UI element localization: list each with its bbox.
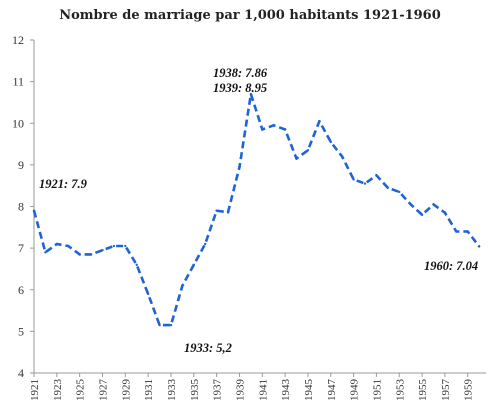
data-point: [44, 251, 47, 254]
chart-title: Nombre de marriage par 1,000 habitants 1…: [59, 8, 441, 23]
data-point: [443, 211, 447, 214]
x-tick-label: 1957: [440, 379, 452, 402]
data-point: [67, 244, 70, 248]
annotation-label: 1939: 8.95: [213, 81, 267, 95]
y-tick-label: 4: [18, 366, 24, 380]
x-tick-label: 1953: [394, 379, 406, 402]
y-tick-label: 9: [18, 158, 24, 172]
data-point: [124, 244, 127, 248]
x-tick-label: 1941: [257, 379, 269, 401]
data-point: [215, 209, 218, 212]
x-tick-label: 1943: [280, 379, 292, 402]
annotation-label: 1933: 5,2: [184, 341, 232, 355]
y-tick-label: 6: [18, 283, 24, 297]
data-point: [204, 242, 207, 246]
x-tick-label: 1959: [463, 379, 475, 402]
x-tick-label: 1921: [29, 379, 41, 401]
data-point: [146, 292, 150, 296]
data-point: [318, 119, 321, 123]
y-tick-label: 7: [18, 241, 24, 255]
data-point: [329, 140, 332, 144]
data-point: [432, 203, 435, 206]
data-point: [272, 124, 275, 127]
x-tick-label: 1931: [143, 379, 155, 401]
x-tick-label: 1935: [189, 379, 201, 402]
data-point: [192, 263, 195, 266]
x-tick-label: 1951: [371, 379, 383, 401]
data-point: [158, 323, 161, 327]
data-point: [181, 284, 184, 287]
y-tick-label: 5: [18, 324, 24, 338]
data-point: [135, 263, 138, 266]
data-point: [249, 92, 253, 96]
annotation-label: 1921: 7.9: [39, 177, 88, 191]
y-tick-label: 12: [12, 33, 24, 47]
y-tick-label: 11: [12, 75, 24, 89]
x-tick-label: 1933: [166, 379, 178, 402]
x-tick-label: 1939: [234, 379, 246, 402]
x-tick-label: 1937: [212, 379, 224, 402]
data-point: [112, 244, 116, 248]
x-tick-labels: 1921 1923 1925 1927 1929 1931 1933 1935 1937 1939…: [29, 373, 475, 401]
data-point: [455, 230, 458, 233]
data-point: [169, 323, 173, 327]
x-tick-label: 1929: [120, 379, 132, 402]
data-point: [89, 253, 93, 256]
data-point: [398, 190, 401, 194]
y-tick-label: 10: [12, 116, 24, 130]
data-point: [363, 182, 367, 185]
data-point: [386, 186, 390, 189]
data-point: [55, 242, 59, 246]
data-point: [101, 249, 104, 252]
x-tick-label: 1947: [326, 379, 338, 402]
x-tick-label: 1927: [97, 379, 109, 402]
data-point: [78, 253, 81, 256]
y-tick-label: 8: [18, 200, 24, 214]
x-tick-label: 1949: [349, 379, 361, 402]
x-tick-label: 1923: [52, 379, 64, 402]
data-point: [340, 155, 344, 158]
data-point: [261, 128, 264, 131]
annotation-label: 1960: 7.04: [424, 259, 478, 273]
x-tick-label: 1945: [303, 379, 315, 402]
data-point: [420, 213, 424, 217]
data-point: [295, 157, 298, 160]
data-point: [226, 211, 230, 214]
annotation-label: 1938: 7.86: [213, 66, 268, 80]
data-point: [375, 174, 378, 177]
data-point: [466, 230, 469, 233]
y-tick-labels: 4 5 6 7 8 9 10 11 12: [12, 33, 34, 380]
data-point: [306, 149, 310, 152]
data-point: [352, 178, 355, 181]
data-point: [283, 128, 287, 131]
x-tick-label: 1925: [75, 379, 87, 402]
x-tick-label: 1955: [417, 379, 429, 402]
series-group: [32, 92, 481, 327]
data-point: [238, 165, 241, 169]
data-point: [409, 203, 412, 206]
data-point: [477, 245, 481, 248]
series-line-0: [32, 92, 481, 327]
data-point: [32, 209, 36, 212]
